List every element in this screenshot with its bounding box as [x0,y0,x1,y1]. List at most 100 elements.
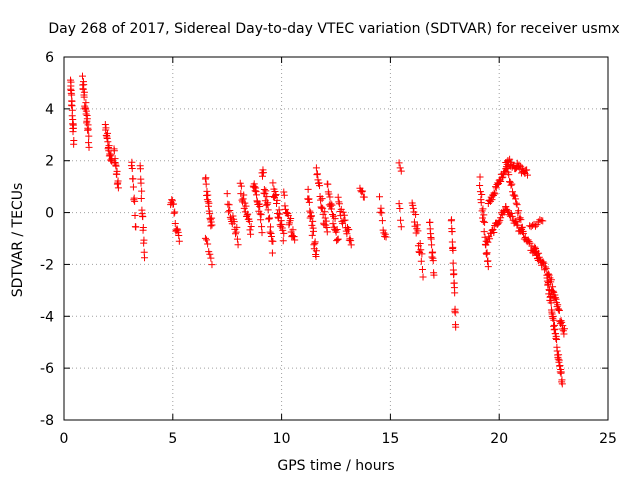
data-point [242,202,250,210]
data-point [476,182,484,190]
data-point [550,322,558,330]
data-point [559,322,567,330]
data-point [285,221,293,229]
data-point [486,197,494,205]
data-point [290,233,298,241]
data-point [257,211,265,219]
data-point [304,185,312,193]
data-point [409,201,417,209]
data-point [287,215,295,223]
data-point [508,180,516,188]
data-point [326,193,334,201]
data-point [68,91,76,99]
data-point [531,243,539,251]
data-point [230,218,238,226]
data-point [502,165,510,173]
data-point [276,210,284,218]
data-point [259,169,267,177]
data-point [312,164,320,172]
data-point [168,197,176,205]
data-point [334,236,342,244]
data-point [105,142,113,150]
data-point [288,232,296,240]
data-point [289,226,297,234]
data-point [397,223,405,231]
data-point [170,209,178,217]
data-point [309,217,317,225]
data-point [504,207,512,215]
data-point [483,249,491,257]
data-point [139,224,147,232]
data-point [380,229,388,237]
data-point [82,107,90,115]
data-point [558,380,566,388]
y-tick-label: 2 [45,154,54,170]
data-point [500,169,508,177]
data-point [486,235,494,243]
data-point [240,191,248,199]
data-point [358,188,366,196]
data-point [113,167,121,175]
data-point [544,270,552,278]
data-point [223,190,231,198]
data-point [542,265,550,273]
y-tick-label: -4 [40,309,54,325]
data-point [495,218,503,226]
data-point [544,278,552,286]
data-point [377,204,385,212]
data-point [333,226,341,234]
data-point [448,216,456,224]
data-point [430,271,438,279]
data-point [417,257,425,265]
data-point [205,199,213,207]
data-point [271,191,279,199]
data-point [243,211,251,219]
data-point [426,218,434,226]
x-tick-label: 0 [60,431,69,447]
data-point [234,241,242,249]
data-point [318,195,326,203]
data-point [449,246,457,254]
data-point [511,217,519,225]
data-point [512,195,520,203]
data-point [70,137,78,145]
data-point [514,221,522,229]
data-point [328,210,336,218]
data-point [427,235,435,243]
data-point [488,196,496,204]
data-point [491,190,499,198]
data-point [273,196,281,204]
data-point [80,88,88,96]
x-axis-label: GPS time / hours [277,458,394,474]
data-point [510,191,518,199]
data-point [306,207,314,215]
data-point [397,167,405,175]
data-point [202,174,210,182]
data-point [313,171,321,179]
data-point [137,194,145,202]
data-point [429,257,437,265]
data-point [102,124,110,132]
data-point [323,224,331,232]
data-point [267,223,275,231]
data-point [141,254,149,262]
data-point [114,184,122,192]
data-point [314,176,322,184]
data-point [68,106,76,114]
data-point [264,206,272,214]
data-point [554,305,562,313]
data-point [311,238,319,246]
data-point [335,200,343,208]
data-point [555,307,563,315]
data-point [360,193,368,201]
data-point [417,246,425,254]
data-point [396,164,404,172]
data-point [237,190,245,198]
data-point [509,188,517,196]
data-point [323,228,331,236]
data-point [280,229,288,237]
data-point [529,221,537,229]
data-point [277,217,285,225]
x-tick-label: 10 [273,431,291,447]
x-tick-label: 5 [168,431,177,447]
